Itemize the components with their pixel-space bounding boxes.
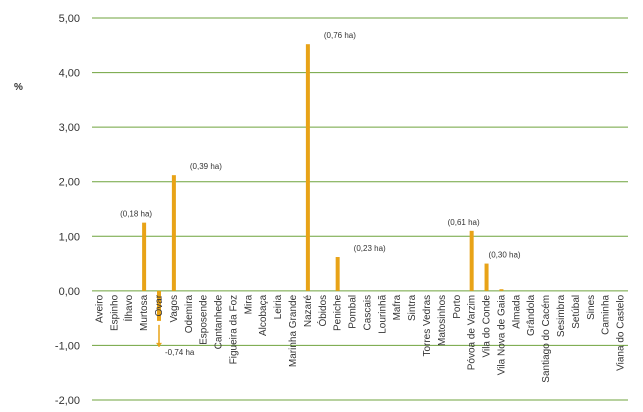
x-tick-label: Ílhavo	[122, 294, 135, 321]
x-tick-label: Cantanhede	[214, 294, 225, 349]
x-tick-label: Porto	[452, 294, 463, 318]
x-tick-labels: Aveiro Espinho Ílhavo Murtosa Ovar Vagos Odemi…	[94, 294, 626, 383]
x-tick-label: Almada	[511, 294, 522, 328]
bar	[499, 289, 504, 291]
x-tick-label: Sines	[586, 295, 597, 320]
annotation-label: (0,30 ha)	[489, 251, 521, 260]
bar	[305, 44, 310, 291]
x-tick-label: Aveiro	[94, 294, 105, 323]
x-tick-label: Lourinhã	[377, 294, 388, 333]
y-tick-label: -1,00	[55, 340, 80, 352]
annotation-label: -0,74 ha	[165, 348, 195, 357]
x-tick-label: Marinha Grande	[288, 294, 299, 367]
x-tick-label: Vagos	[169, 295, 180, 323]
bar	[171, 175, 176, 291]
y-tick-label: 4,00	[59, 68, 80, 80]
bar	[484, 263, 489, 291]
arrow-head	[156, 342, 162, 347]
bar	[469, 230, 474, 291]
grid-lines	[92, 17, 628, 401]
x-tick-label: Matosinhos	[437, 295, 448, 346]
x-tick-label: Nazaré	[303, 294, 314, 327]
y-tick-label: 2,00	[59, 177, 80, 189]
x-tick-label: Póvoa de Varzim	[467, 295, 478, 370]
x-tick-label: Grândola	[526, 294, 537, 336]
x-tick-label: Espinho	[109, 294, 120, 331]
x-tick-label: Sintra	[407, 294, 418, 321]
y-tick-label: 1,00	[59, 231, 80, 243]
annotation-label: (0,76 ha)	[324, 31, 356, 40]
x-tick-label: Ovar	[154, 294, 165, 316]
y-tick-labels: -2,00 -1,00 0,00 1,00 2,00 3,00 4,00 5,00	[55, 13, 80, 407]
x-tick-label: Óbidos	[316, 295, 329, 327]
x-tick-label: Setúbal	[571, 295, 582, 329]
bar	[157, 290, 161, 321]
y-axis-label: %	[14, 82, 23, 93]
y-tick-label: 3,00	[59, 122, 80, 134]
annotations: (0,18 ha) -0,74 ha (0,39 ha) (0,76 ha) (0,23…	[120, 31, 521, 357]
y-tick-label: 5,00	[59, 13, 80, 25]
x-tick-label: Sesimbra	[556, 294, 567, 337]
x-tick-label: Torres Vedras	[422, 295, 433, 357]
x-tick-label: Leiria	[273, 294, 284, 319]
x-tick-label: Figueira da Foz	[228, 295, 239, 364]
x-tick-label: Vila Nova de Gaia	[496, 294, 507, 375]
x-tick-label: Caminha	[601, 294, 612, 334]
x-tick-label: Peniche	[333, 294, 344, 331]
y-tick-label: 0,00	[59, 286, 80, 298]
x-tick-label: Alcobaça	[258, 294, 269, 336]
x-tick-label: Mafra	[392, 294, 403, 320]
annotation-label: (0,18 ha)	[120, 210, 152, 219]
x-tick-label: Esposende	[199, 294, 210, 344]
x-tick-label: Murtosa	[139, 294, 150, 331]
x-tick-label: Vila do Conde	[482, 294, 493, 357]
bar	[142, 222, 147, 291]
x-tick-label: Santiago do Cacém	[541, 295, 552, 383]
x-tick-label: Pombal	[348, 295, 359, 329]
annotation-label: (0,23 ha)	[354, 244, 386, 253]
x-tick-label: Viana do Castelo	[616, 294, 627, 370]
bars	[142, 44, 504, 321]
bar	[335, 257, 340, 291]
y-tick-label: -2,00	[55, 395, 80, 407]
annotation-label: (0,39 ha)	[190, 162, 222, 171]
x-tick-label: Odemira	[184, 294, 195, 333]
x-tick-label: Mira	[243, 294, 254, 314]
annotation-label: (0,61 ha)	[448, 218, 480, 227]
x-tick-label: Cascais	[362, 295, 373, 331]
